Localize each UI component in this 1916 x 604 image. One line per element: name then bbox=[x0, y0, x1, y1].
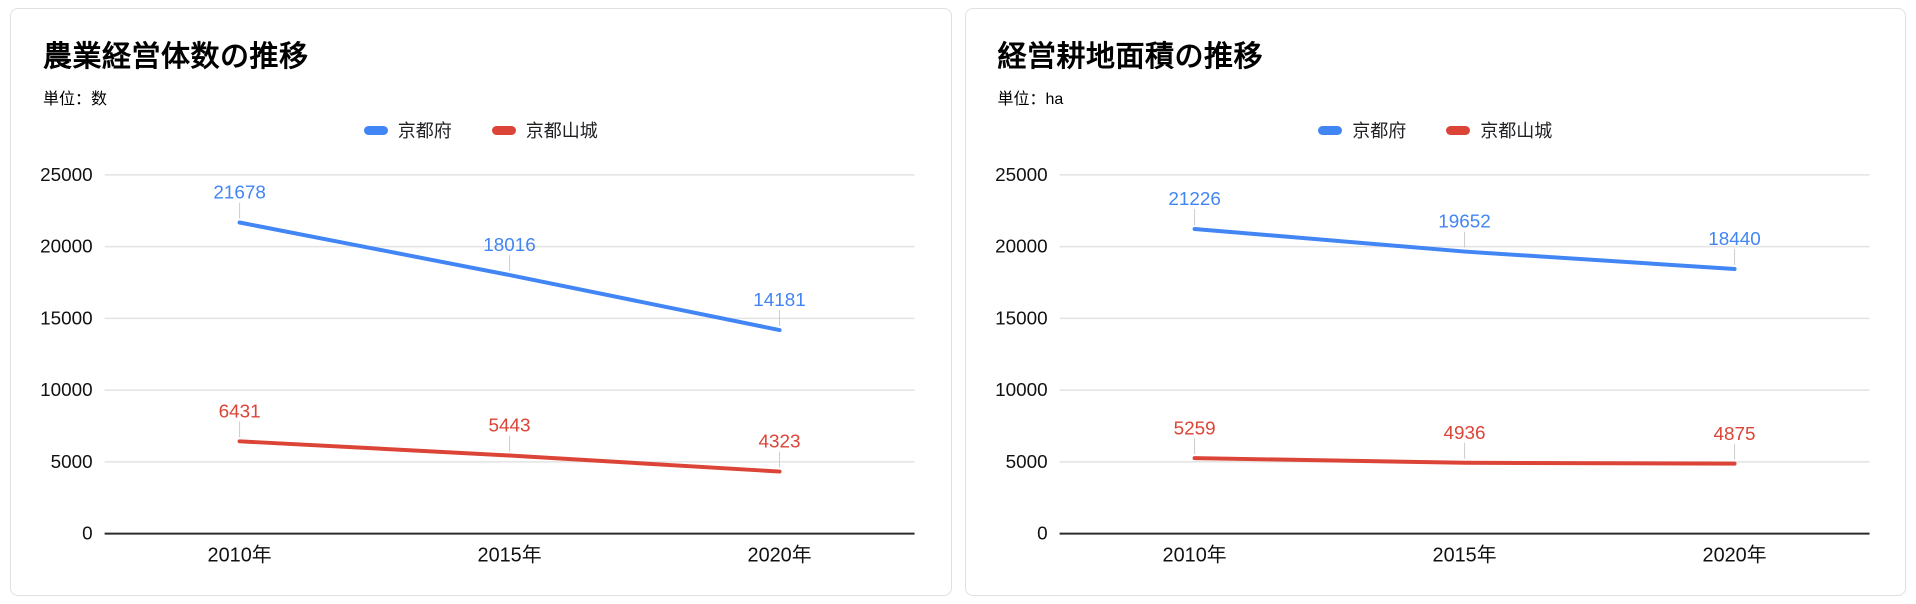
legend-item: 京都府 bbox=[363, 117, 452, 143]
legend-label: 京都府 bbox=[397, 121, 452, 141]
y-tick-label: 5000 bbox=[1005, 452, 1047, 473]
legend-swatch-icon bbox=[1318, 125, 1343, 135]
line-chart-svg: 0 5000 10000 15000 20000 25000 2010年 2015年 2020年… bbox=[995, 165, 1870, 566]
x-tick-label: 2010年 bbox=[208, 544, 272, 566]
line-chart-svg: 0 5000 10000 15000 20000 25000 2010年 2015年 2020年… bbox=[40, 165, 915, 566]
legend-item: 京都府 bbox=[1318, 117, 1406, 143]
data-label: 21678 bbox=[213, 183, 265, 204]
data-label: 5259 bbox=[1173, 418, 1215, 439]
y-tick-label: 20000 bbox=[40, 237, 93, 258]
x-tick-label: 2010年 bbox=[1162, 544, 1226, 566]
data-label: 4875 bbox=[1713, 424, 1755, 445]
series-line bbox=[1192, 226, 1737, 271]
data-label: 4323 bbox=[759, 432, 801, 453]
series-line bbox=[1192, 456, 1737, 466]
legend-item: 京都山城 bbox=[491, 117, 598, 143]
legend-label: 京都山城 bbox=[525, 121, 598, 141]
legend-swatch-icon bbox=[491, 125, 516, 135]
y-tick-label: 0 bbox=[82, 524, 93, 545]
data-label: 5443 bbox=[489, 416, 531, 437]
legend-label: 京都府 bbox=[1352, 121, 1407, 141]
data-label: 14181 bbox=[753, 290, 806, 311]
chart-legend: 京都府 京都山城 bbox=[992, 113, 1880, 147]
data-label: 4936 bbox=[1443, 423, 1485, 444]
unit-label: 単位：数 bbox=[43, 91, 108, 108]
data-label: 18016 bbox=[483, 235, 536, 256]
chart-title: 農業経営体数の推移 bbox=[43, 41, 309, 73]
chart-title: 経営耕地面積の推移 bbox=[997, 41, 1264, 73]
unit-label: 単位：ha bbox=[997, 91, 1064, 108]
x-tick-label: 2020年 bbox=[748, 544, 812, 566]
y-tick-label: 5000 bbox=[51, 452, 93, 473]
series-line bbox=[237, 439, 782, 474]
chart-legend: 京都府 京都山城 bbox=[37, 113, 925, 147]
y-tick-label: 15000 bbox=[40, 308, 93, 329]
legend-swatch-icon bbox=[363, 125, 388, 135]
y-tick-label: 25000 bbox=[995, 165, 1047, 186]
data-label: 18440 bbox=[1708, 229, 1761, 250]
y-tick-label: 10000 bbox=[40, 380, 93, 401]
legend-label: 京都山城 bbox=[1480, 121, 1553, 141]
data-label: 21226 bbox=[1168, 189, 1221, 210]
x-tick-label: 2020年 bbox=[1702, 544, 1766, 566]
y-tick-label: 15000 bbox=[995, 308, 1047, 329]
y-tick-label: 25000 bbox=[40, 165, 93, 186]
y-tick-label: 0 bbox=[1037, 524, 1048, 545]
data-label: 19652 bbox=[1438, 212, 1491, 233]
chart-panel-cultivated-area: 経営耕地面積の推移 単位：ha 京都府 京都山城 0 5000 10000 15000 2… bbox=[964, 8, 1906, 596]
data-label: 6431 bbox=[219, 401, 261, 422]
y-tick-label: 10000 bbox=[995, 380, 1047, 401]
x-tick-label: 2015年 bbox=[478, 544, 542, 566]
series-line bbox=[237, 220, 782, 333]
legend-swatch-icon bbox=[1446, 125, 1471, 135]
y-tick-label: 20000 bbox=[995, 237, 1047, 258]
chart-panel-farm-entities: 農業経営体数の推移 単位：数 京都府 京都山城 0 5000 10000 15000 20… bbox=[10, 8, 952, 596]
legend-item: 京都山城 bbox=[1446, 117, 1552, 143]
x-tick-label: 2015年 bbox=[1432, 544, 1496, 566]
